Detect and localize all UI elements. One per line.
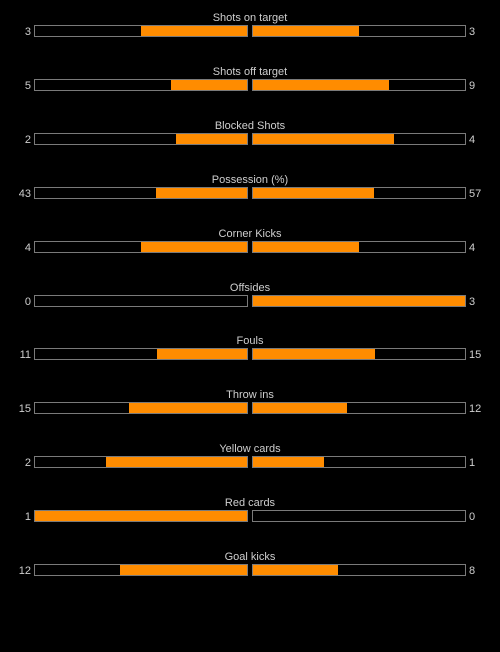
- away-value: 1: [469, 457, 476, 469]
- home-value: 15: [18, 403, 31, 415]
- away-value: 57: [469, 188, 482, 200]
- stat-label: Goal kicks: [224, 551, 276, 563]
- stat-row-fouls: Fouls 11 15: [0, 334, 500, 374]
- away-value: 4: [469, 134, 476, 146]
- home-bar-fill: [176, 134, 247, 144]
- away-bar: [252, 241, 466, 253]
- away-bar-fill: [253, 242, 359, 252]
- away-value: 8: [469, 565, 476, 577]
- away-value: 12: [469, 403, 482, 415]
- home-value: 43: [18, 188, 31, 200]
- away-bar-fill: [253, 457, 324, 467]
- home-bar: [34, 510, 248, 522]
- stat-label: Fouls: [236, 335, 264, 347]
- home-value: 1: [24, 511, 31, 523]
- home-bar-fill: [157, 349, 247, 359]
- away-bar-fill: [253, 296, 465, 306]
- away-bar: [252, 510, 466, 522]
- home-bar: [34, 133, 248, 145]
- home-bar: [34, 402, 248, 414]
- stat-row-red-cards: Red cards 1 0: [0, 496, 500, 536]
- stat-row-shots-on-target: Shots on target 3 3: [0, 11, 500, 51]
- home-bar-fill: [105, 457, 247, 467]
- away-bar: [252, 456, 466, 468]
- stat-label: Offsides: [229, 282, 271, 294]
- stat-row-corner-kicks: Corner Kicks 4 4: [0, 227, 500, 267]
- home-bar: [34, 25, 248, 37]
- home-value: 5: [24, 80, 31, 92]
- stat-label: Yellow cards: [219, 443, 281, 455]
- home-value: 11: [19, 349, 31, 361]
- away-bar: [252, 79, 466, 91]
- away-value: 0: [469, 511, 476, 523]
- away-value: 9: [469, 80, 476, 92]
- stat-row-blocked-shots: Blocked Shots 2 4: [0, 119, 500, 159]
- stat-label: Shots on target: [212, 12, 288, 24]
- home-value: 0: [24, 296, 31, 308]
- away-bar-fill: [253, 403, 348, 413]
- stat-row-shots-off-target: Shots off target 5 9: [0, 65, 500, 105]
- stat-label: Possession (%): [211, 174, 289, 186]
- away-value: 3: [469, 26, 476, 38]
- away-bar: [252, 348, 466, 360]
- home-bar: [34, 241, 248, 253]
- away-bar-fill: [253, 349, 376, 359]
- home-bar-fill: [129, 403, 247, 413]
- away-bar-fill: [253, 80, 390, 90]
- stat-label: Red cards: [224, 497, 276, 509]
- home-value: 2: [24, 134, 31, 146]
- away-bar-fill: [253, 565, 338, 575]
- home-value: 4: [24, 242, 31, 254]
- away-bar: [252, 187, 466, 199]
- away-bar: [252, 402, 466, 414]
- away-value: 3: [469, 296, 476, 308]
- home-bar: [34, 564, 248, 576]
- away-bar: [252, 25, 466, 37]
- stat-label: Throw ins: [226, 389, 274, 401]
- stat-label: Corner Kicks: [218, 228, 282, 240]
- home-bar: [34, 187, 248, 199]
- stat-row-throw-ins: Throw ins 15 12: [0, 388, 500, 428]
- home-bar-fill: [171, 80, 247, 90]
- away-bar: [252, 295, 466, 307]
- home-value: 12: [18, 565, 31, 577]
- home-value: 3: [24, 26, 31, 38]
- stat-label: Shots off target: [212, 66, 288, 78]
- home-bar-fill: [35, 511, 247, 521]
- home-bar: [34, 348, 248, 360]
- home-bar: [34, 79, 248, 91]
- stat-row-possession: Possession (%) 43 57: [0, 173, 500, 213]
- away-bar: [252, 133, 466, 145]
- away-bar-fill: [253, 188, 374, 198]
- home-bar-fill: [141, 26, 247, 36]
- home-bar-fill: [119, 565, 247, 575]
- stat-row-goal-kicks: Goal kicks 12 8: [0, 550, 500, 590]
- home-bar-fill: [155, 188, 247, 198]
- away-bar-fill: [253, 26, 359, 36]
- away-value: 15: [469, 349, 482, 361]
- home-value: 2: [24, 457, 31, 469]
- away-bar-fill: [253, 134, 395, 144]
- away-bar: [252, 564, 466, 576]
- stat-label: Blocked Shots: [214, 120, 286, 132]
- home-bar: [34, 456, 248, 468]
- home-bar: [34, 295, 248, 307]
- stat-row-yellow-cards: Yellow cards 2 1: [0, 442, 500, 482]
- home-bar-fill: [141, 242, 247, 252]
- stat-row-offsides: Offsides 0 3: [0, 281, 500, 321]
- away-value: 4: [469, 242, 476, 254]
